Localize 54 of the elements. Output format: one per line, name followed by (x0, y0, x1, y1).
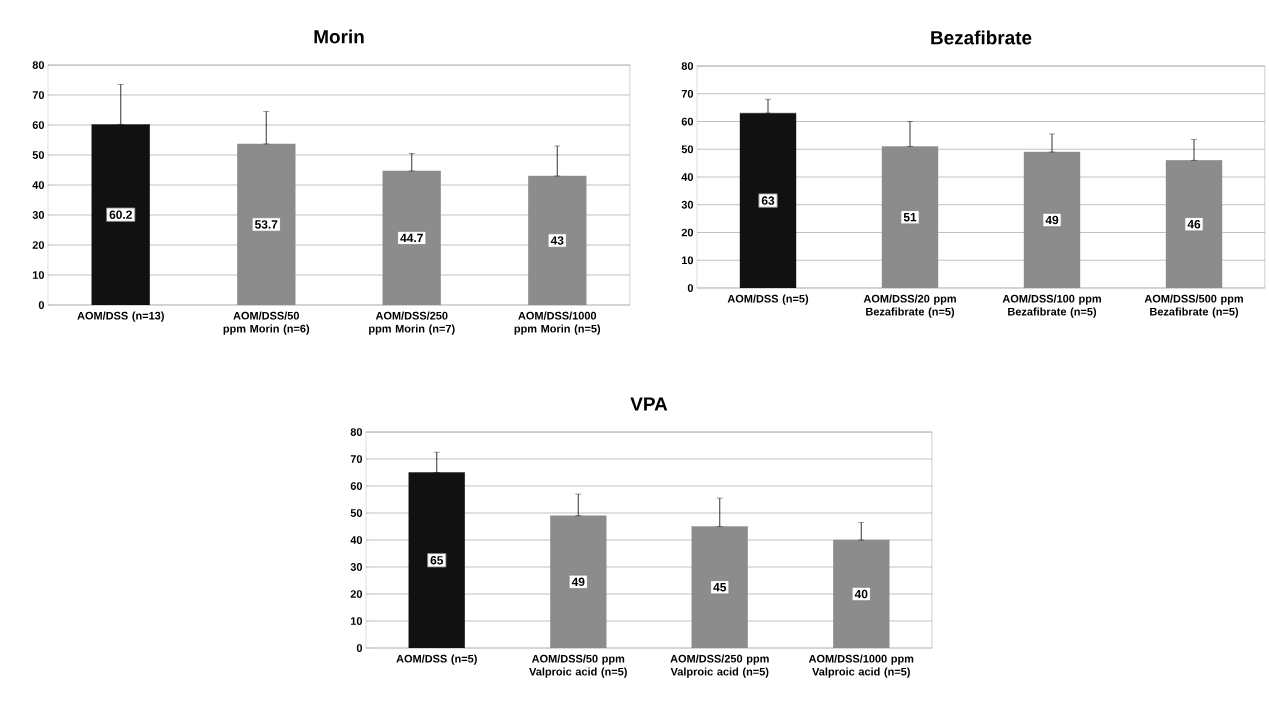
x-tick-label: AOM/DSS (n=5) (727, 294, 809, 305)
y-tick-label: 60 (32, 121, 45, 129)
x-tick-label: AOM/DSS/50 ppm Valproic acid (n=5) (529, 654, 627, 678)
data-label: 53.7 (254, 220, 278, 229)
y-tick-label: 0 (687, 284, 694, 292)
y-tick-label: 80 (350, 428, 363, 436)
y-tick-label: 80 (681, 62, 694, 70)
y-tick-label: 70 (32, 91, 45, 99)
y-tick-label: 40 (350, 536, 363, 544)
data-label: 49 (571, 577, 585, 587)
data-label: 63 (761, 196, 775, 205)
data-label: 44.7 (400, 233, 423, 243)
data-label: 51 (903, 213, 917, 222)
x-tick-label: AOM/DSS/1000 ppm Valproic acid (n=5) (808, 654, 914, 678)
y-tick-label: 50 (350, 509, 363, 517)
data-label: 60.2 (109, 210, 132, 219)
x-tick-label: AOM/DSS/250 ppm Valproic acid (n=5) (670, 654, 769, 678)
y-tick-label: 70 (350, 455, 363, 463)
y-tick-label: 70 (681, 89, 694, 98)
y-tick-label: 20 (350, 590, 363, 598)
data-label: 49 (1045, 215, 1059, 225)
data-label: 46 (1187, 219, 1201, 229)
y-tick-label: 60 (350, 482, 363, 490)
x-tick-label: AOM/DSS/50 ppm Morin (n=6) (223, 311, 310, 335)
x-tick-label: AOM/DSS/1000 ppm Morin (n=5) (514, 311, 601, 335)
y-tick-label: 0 (38, 301, 45, 309)
x-tick-label: AOM/DSS/500 ppm Bezafibrate (n=5) (1144, 294, 1243, 318)
y-tick-label: 20 (681, 228, 694, 237)
y-tick-label: 40 (681, 173, 694, 181)
y-tick-label: 50 (681, 145, 694, 154)
y-tick-label: 10 (681, 256, 694, 265)
y-tick-label: 10 (350, 617, 363, 625)
x-tick-label: AOM/DSS/100 ppm Bezafibrate (n=5) (1002, 294, 1101, 318)
x-tick-label: AOM/DSS/20 ppm Bezafibrate (n=5) (863, 294, 956, 318)
data-label: 43 (550, 236, 564, 245)
y-tick-label: 20 (32, 241, 45, 249)
y-tick-label: 30 (32, 211, 45, 219)
chart-title: Morin (314, 29, 364, 44)
x-tick-label: AOM/DSS (n=13) (77, 311, 164, 322)
y-tick-label: 60 (681, 117, 694, 126)
chart-title: VPA (630, 397, 668, 411)
y-tick-label: 50 (32, 151, 45, 159)
x-tick-label: AOM/DSS (n=5) (396, 654, 477, 665)
y-tick-label: 30 (350, 563, 363, 571)
data-label: 65 (430, 556, 444, 565)
y-tick-label: 10 (32, 271, 45, 279)
data-label: 40 (854, 589, 868, 599)
y-tick-label: 40 (32, 181, 45, 189)
data-label: 45 (713, 583, 727, 592)
y-tick-label: 0 (356, 644, 363, 652)
y-tick-label: 80 (32, 61, 45, 69)
y-tick-label: 30 (681, 200, 694, 209)
x-tick-label: AOM/DSS/250 ppm Morin (n=7) (369, 311, 455, 335)
chart-title: Bezafibrate (931, 30, 1032, 45)
